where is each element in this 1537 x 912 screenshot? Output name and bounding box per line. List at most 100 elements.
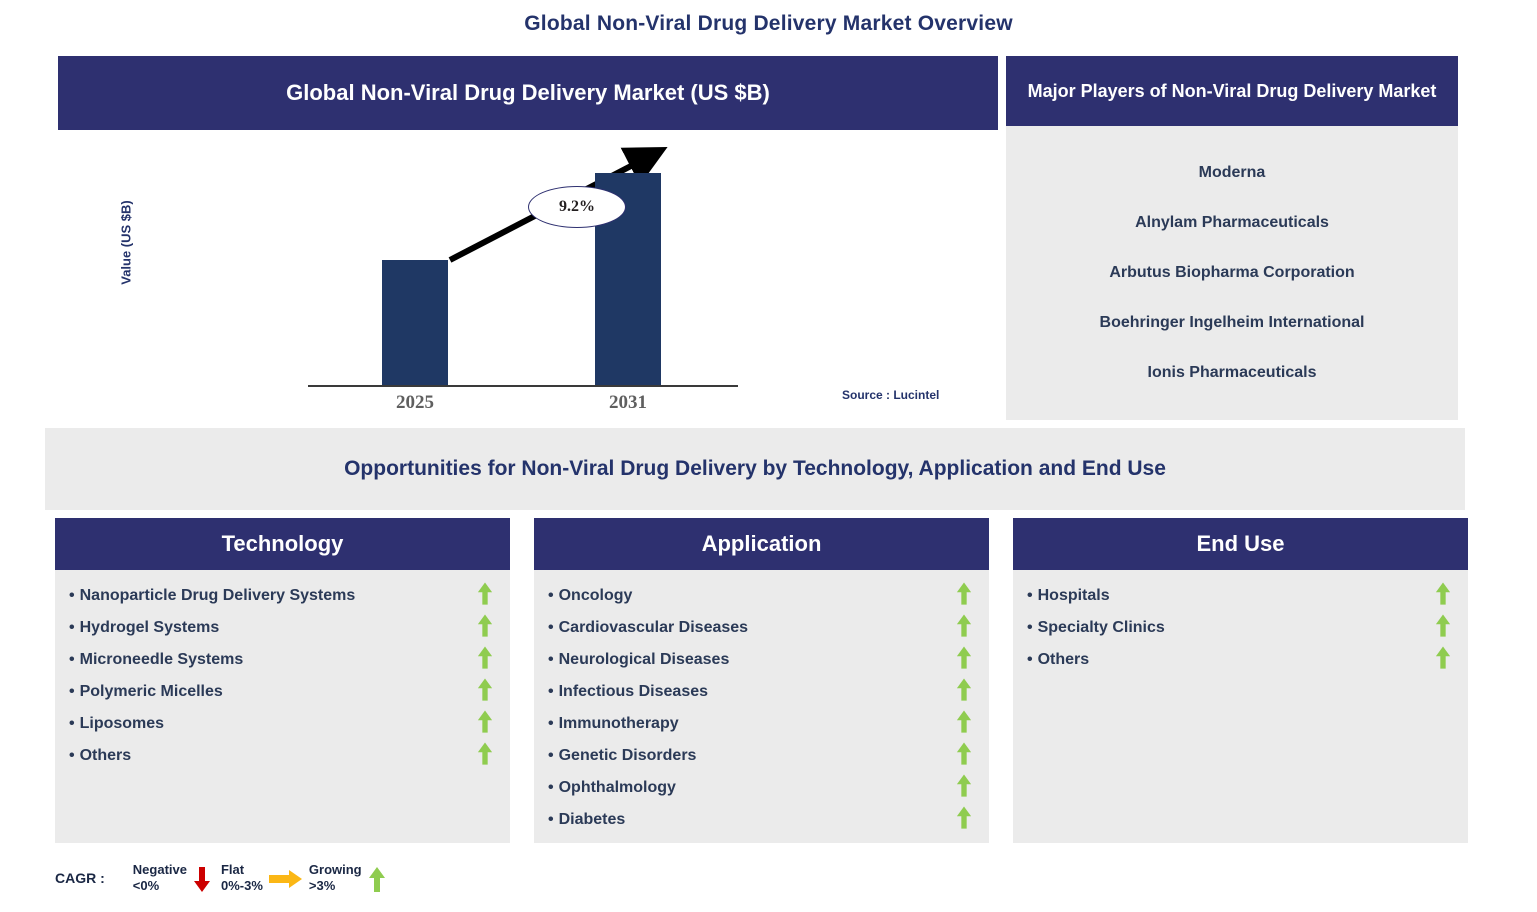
column-body-end-use: • Hospitals • Specialty Clinics • Others <box>1013 570 1468 843</box>
bullet-icon: • <box>1027 619 1033 636</box>
market-chart-header: Global Non-Viral Drug Delivery Market (U… <box>58 56 998 130</box>
opportunity-label: • Specialty Clinics <box>1027 619 1165 636</box>
major-players-header: Major Players of Non-Viral Drug Delivery… <box>1006 56 1458 126</box>
arrow-up-icon <box>953 773 975 803</box>
column-header-end-use: End Use <box>1013 518 1468 570</box>
legend-item-flat: Flat 0%-3% <box>221 862 302 895</box>
bullet-icon: • <box>1027 651 1033 668</box>
opportunity-row: • Diabetes <box>548 804 975 836</box>
list-item: Alnylam Pharmaceuticals <box>1135 214 1329 231</box>
list-item: Arbutus Biopharma Corporation <box>1109 264 1355 281</box>
arrow-up-icon <box>474 613 496 643</box>
bullet-icon: • <box>69 683 75 700</box>
bullet-icon: • <box>548 619 554 636</box>
major-players-list: Moderna Alnylam Pharmaceuticals Arbutus … <box>1006 126 1458 420</box>
arrow-right-icon <box>268 869 302 889</box>
legend-label-growing: Growing >3% <box>308 862 362 894</box>
opportunity-label: • Microneedle Systems <box>69 651 244 668</box>
opportunity-row: • Ophthalmology <box>548 772 975 804</box>
opportunity-label: • Liposomes <box>69 715 165 732</box>
opportunity-label: • Polymeric Micelles <box>69 683 223 700</box>
bullet-icon: • <box>69 619 75 636</box>
opportunity-row: • Hydrogel Systems <box>69 612 496 644</box>
opportunity-label: • Others <box>69 747 132 764</box>
opportunity-row: • Neurological Diseases <box>548 644 975 676</box>
bar-2025 <box>382 260 448 385</box>
opportunity-label: • Nanoparticle Drug Delivery Systems <box>69 587 356 604</box>
opportunity-row: • Specialty Clinics <box>1027 612 1454 644</box>
x-tick-label-2031: 2031 <box>609 392 647 413</box>
opportunity-column-technology: Technology • Nanoparticle Drug Delivery S… <box>55 518 510 843</box>
legend-label-negative: Negative <0% <box>132 862 187 894</box>
opportunity-label: • Cardiovascular Diseases <box>548 619 749 636</box>
list-item: Moderna <box>1198 164 1266 181</box>
opportunity-row: • Microneedle Systems <box>69 644 496 676</box>
bullet-icon: • <box>548 811 554 828</box>
opportunities-banner: Opportunities for Non-Viral Drug Deliver… <box>45 428 1465 510</box>
bullet-icon: • <box>69 715 75 732</box>
opportunity-row: • Liposomes <box>69 708 496 740</box>
opportunity-row: • Immunotherapy <box>548 708 975 740</box>
page-title: Global Non-Viral Drug Delivery Market Ov… <box>524 12 1013 35</box>
market-bar-chart: Value (US $B) 9.2% 2025 2031 Source : Lu… <box>58 130 998 420</box>
column-body-application: • Oncology • Cardiovascular Diseases • Neurol… <box>534 570 989 843</box>
arrow-up-icon <box>1432 645 1454 675</box>
arrow-up-icon <box>953 645 975 675</box>
opportunity-row: • Nanoparticle Drug Delivery Systems <box>69 580 496 612</box>
opportunity-label: • Oncology <box>548 587 633 604</box>
cagr-legend-title: CAGR : <box>55 870 105 887</box>
bullet-icon: • <box>548 747 554 764</box>
opportunity-column-application: Application • Oncology • Cardiovascular Dis… <box>534 518 989 843</box>
opportunity-row: • Hospitals <box>1027 580 1454 612</box>
column-body-technology: • Nanoparticle Drug Delivery Systems • Hydr… <box>55 570 510 843</box>
opportunity-label: • Hydrogel Systems <box>69 619 220 636</box>
opportunity-column-end-use: End Use • Hospitals • Specialty Clinics • Oth… <box>1013 518 1468 843</box>
bullet-icon: • <box>548 587 554 604</box>
column-header-application: Application <box>534 518 989 570</box>
opportunity-label: • Immunotherapy <box>548 715 679 732</box>
opportunity-row: • Cardiovascular Diseases <box>548 612 975 644</box>
bullet-icon: • <box>548 779 554 796</box>
opportunity-label: • Infectious Diseases <box>548 683 709 700</box>
x-tick-label-2025: 2025 <box>396 392 434 413</box>
opportunity-row: • Polymeric Micelles <box>69 676 496 708</box>
market-chart-panel: Global Non-Viral Drug Delivery Market (U… <box>58 56 998 130</box>
arrow-up-icon <box>1432 613 1454 643</box>
arrow-up-icon <box>953 709 975 739</box>
cagr-trend-arrow-icon <box>448 147 668 263</box>
major-players-panel: Major Players of Non-Viral Drug Delivery… <box>1006 56 1458 420</box>
arrow-up-icon <box>953 677 975 707</box>
bullet-icon: • <box>548 683 554 700</box>
legend-item-growing: Growing >3% <box>309 862 386 895</box>
bullet-icon: • <box>69 747 75 764</box>
cagr-legend: CAGR : Negative <0% Flat 0%-3% <box>55 862 396 895</box>
opportunity-row: • Infectious Diseases <box>548 676 975 708</box>
chart-x-axis-line <box>308 385 738 387</box>
chart-source-note: Source : Lucintel <box>842 388 940 402</box>
bullet-icon: • <box>1027 587 1033 604</box>
arrow-up-icon <box>953 741 975 771</box>
opportunity-label: • Genetic Disorders <box>548 747 697 764</box>
arrow-up-icon <box>474 741 496 771</box>
chart-y-axis-label: Value (US $B) <box>118 200 134 285</box>
opportunity-label: • Ophthalmology <box>548 779 676 796</box>
cagr-callout-bubble: 9.2% <box>528 186 626 228</box>
legend-item-negative: Negative <0% <box>133 862 211 895</box>
list-item: Ionis Pharmaceuticals <box>1147 364 1317 381</box>
opportunity-row: • Others <box>69 740 496 772</box>
opportunities-banner-text: Opportunities for Non-Viral Drug Deliver… <box>344 457 1166 480</box>
arrow-down-icon <box>193 867 211 893</box>
opportunity-label: • Hospitals <box>1027 587 1110 604</box>
opportunity-label: • Others <box>1027 651 1090 668</box>
opportunity-row: • Oncology <box>548 580 975 612</box>
opportunity-row: • Genetic Disorders <box>548 740 975 772</box>
arrow-up-icon <box>368 867 386 893</box>
bullet-icon: • <box>69 651 75 668</box>
cagr-value: 9.2% <box>559 198 595 215</box>
arrow-up-icon <box>953 581 975 611</box>
opportunity-label: • Neurological Diseases <box>548 651 730 668</box>
column-header-technology: Technology <box>55 518 510 570</box>
arrow-up-icon <box>474 709 496 739</box>
bullet-icon: • <box>548 651 554 668</box>
